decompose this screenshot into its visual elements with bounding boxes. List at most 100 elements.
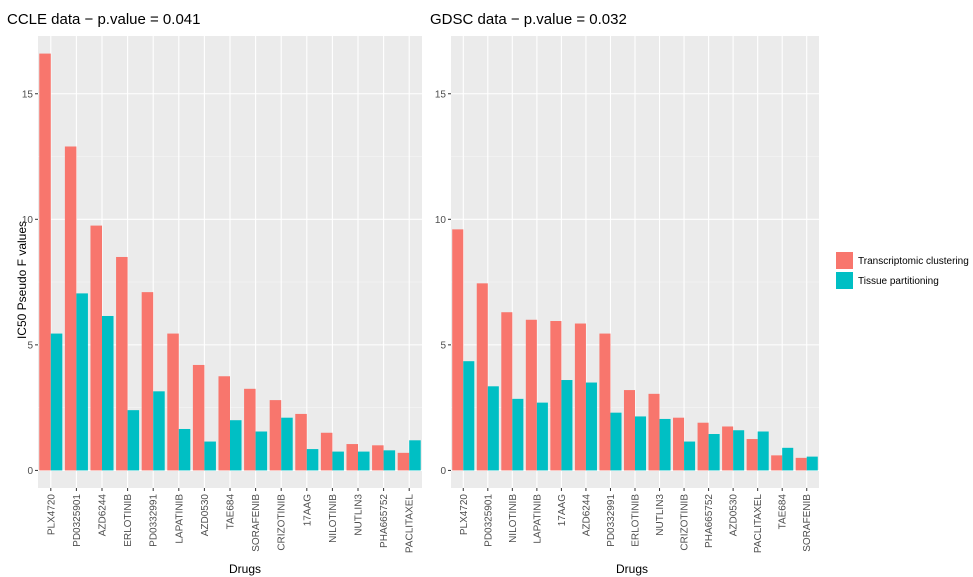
ccle-bar-lapatinib-transcriptomic-clustering bbox=[167, 333, 179, 471]
ccle-y-tick-label: 5 bbox=[27, 340, 33, 351]
gdsc-bar-sorafenib-tissue-partitioning bbox=[806, 456, 818, 471]
ccle-bar-paclitaxel-transcriptomic-clustering bbox=[397, 452, 410, 471]
gdsc-bar-17aag-transcriptomic-clustering bbox=[550, 321, 562, 471]
ccle-bar-nutlin3-transcriptomic-clustering bbox=[346, 444, 358, 471]
gdsc-x-tick-label-lapatinib: LAPATINIB bbox=[532, 494, 543, 544]
gdsc-x-tick-label-pd0325901: PD0325901 bbox=[483, 494, 494, 547]
ccle-bar-crizotinib-tissue-partitioning bbox=[281, 417, 293, 471]
gdsc-x-tick-label-pd0332991: PD0332991 bbox=[606, 494, 617, 547]
ccle-bar-pd0332991-transcriptomic-clustering bbox=[141, 292, 154, 471]
ccle-x-tick-label-erlotinib: ERLOTINIB bbox=[123, 494, 134, 547]
ccle-bar-crizotinib-transcriptomic-clustering bbox=[269, 400, 282, 471]
gdsc-bar-sorafenib-transcriptomic-clustering bbox=[795, 457, 807, 471]
ccle-x-axis-label: Drugs bbox=[229, 562, 261, 576]
ccle-x-tick-label-nutlin3: NUTLIN3 bbox=[354, 494, 365, 536]
gdsc-bar-paclitaxel-tissue-partitioning bbox=[757, 431, 769, 471]
gdsc-bar-plx4720-tissue-partitioning bbox=[463, 361, 475, 471]
gdsc-y-tick-label: 15 bbox=[435, 89, 447, 100]
ccle-bar-nilotinib-tissue-partitioning bbox=[332, 451, 344, 471]
ccle-bar-tae684-tissue-partitioning bbox=[230, 420, 242, 471]
gdsc-x-tick-label-nutlin3: NUTLIN3 bbox=[655, 494, 666, 536]
gdsc-bar-lapatinib-transcriptomic-clustering bbox=[525, 319, 537, 471]
ccle-bar-azd6244-tissue-partitioning bbox=[102, 315, 114, 471]
gdsc-bar-pd0325901-transcriptomic-clustering bbox=[476, 283, 488, 471]
ccle-bar-pd0325901-transcriptomic-clustering bbox=[64, 146, 77, 471]
ccle-bar-erlotinib-transcriptomic-clustering bbox=[116, 256, 128, 471]
gdsc-x-tick-label-azd0530: AZD0530 bbox=[729, 494, 740, 537]
ccle-x-tick-label-plx4720: PLX4720 bbox=[46, 494, 57, 536]
gdsc-x-axis-label: Drugs bbox=[616, 562, 648, 576]
ccle-bar-tae684-transcriptomic-clustering bbox=[218, 376, 230, 471]
ccle-bar-pha665752-tissue-partitioning bbox=[383, 450, 396, 471]
gdsc-y-tick-label: 0 bbox=[440, 466, 446, 477]
gdsc-bar-paclitaxel-transcriptomic-clustering bbox=[746, 439, 758, 471]
ccle-bar-pd0325901-tissue-partitioning bbox=[76, 293, 88, 471]
ccle-bar-plx4720-transcriptomic-clustering bbox=[39, 53, 51, 471]
ccle-bar-17aag-transcriptomic-clustering bbox=[295, 413, 307, 471]
ccle-bar-erlotinib-tissue-partitioning bbox=[127, 410, 140, 471]
ccle-y-tick-label: 15 bbox=[22, 89, 34, 100]
gdsc-bar-azd0530-transcriptomic-clustering bbox=[722, 426, 734, 471]
gdsc-bar-crizotinib-transcriptomic-clustering bbox=[673, 417, 685, 471]
gdsc-x-tick-label-paclitaxel: PACLITAXEL bbox=[753, 494, 764, 554]
ccle-bar-17aag-tissue-partitioning bbox=[306, 449, 319, 471]
ccle-bar-pha665752-transcriptomic-clustering bbox=[372, 445, 384, 471]
ccle-bar-plx4720-tissue-partitioning bbox=[50, 333, 63, 471]
ccle-x-tick-label-azd0530: AZD0530 bbox=[200, 494, 211, 537]
ccle-x-tick-label-nilotinib: NILOTINIB bbox=[328, 494, 339, 543]
gdsc-bar-nilotinib-tissue-partitioning bbox=[512, 398, 524, 471]
ccle-bar-sorafenib-tissue-partitioning bbox=[255, 431, 268, 471]
gdsc-bar-nutlin3-transcriptomic-clustering bbox=[648, 393, 660, 471]
ccle-bar-nutlin3-tissue-partitioning bbox=[358, 451, 370, 471]
legend-swatch-transcriptomic-clustering bbox=[836, 252, 853, 269]
gdsc-x-tick-label-crizotinib: CRIZOTINIB bbox=[680, 494, 691, 551]
ccle-panel: CCLE data − p.value = 0.041 IC50 Pseudo … bbox=[7, 11, 422, 576]
ccle-bar-azd6244-transcriptomic-clustering bbox=[90, 225, 102, 471]
gdsc-bar-azd6244-tissue-partitioning bbox=[585, 382, 597, 471]
gdsc-bar-pd0332991-transcriptomic-clustering bbox=[599, 333, 611, 471]
gdsc-bar-lapatinib-tissue-partitioning bbox=[536, 402, 548, 471]
ccle-x-tick-label-pd0325901: PD0325901 bbox=[72, 494, 83, 547]
gdsc-bar-pd0325901-tissue-partitioning bbox=[487, 386, 499, 471]
gdsc-x-tick-label-tae684: TAE684 bbox=[778, 494, 789, 530]
ccle-bar-sorafenib-transcriptomic-clustering bbox=[244, 388, 256, 471]
gdsc-y-tick-label: 5 bbox=[440, 340, 446, 351]
ccle-bar-paclitaxel-tissue-partitioning bbox=[409, 440, 421, 471]
gdsc-panel: GDSC data − p.value = 0.032 Drugs 0 5 10 15… bbox=[430, 11, 819, 576]
ccle-bar-nilotinib-transcriptomic-clustering bbox=[320, 432, 333, 471]
gdsc-bar-pha665752-transcriptomic-clustering bbox=[697, 422, 709, 471]
gdsc-bar-erlotinib-tissue-partitioning bbox=[635, 416, 647, 471]
ccle-x-tick-label-azd6244: AZD6244 bbox=[98, 494, 109, 537]
gdsc-y-tick-label: 10 bbox=[435, 215, 447, 226]
gdsc-chart-title: GDSC data − p.value = 0.032 bbox=[430, 11, 627, 28]
ccle-chart-title: CCLE data − p.value = 0.041 bbox=[7, 11, 200, 28]
ccle-y-axis-label: IC50 Pseudo F values bbox=[15, 221, 29, 339]
gdsc-x-tick-label-azd6244: AZD6244 bbox=[581, 494, 592, 537]
gdsc-x-tick-label-nilotinib: NILOTINIB bbox=[508, 494, 519, 543]
gdsc-bar-crizotinib-tissue-partitioning bbox=[684, 441, 696, 471]
legend: Transcriptomic clustering Tissue partiti… bbox=[836, 252, 969, 289]
ccle-x-tick-label-pd0332991: PD0332991 bbox=[149, 494, 160, 547]
ccle-y-tick-label: 10 bbox=[22, 215, 34, 226]
gdsc-bar-azd0530-tissue-partitioning bbox=[733, 430, 745, 471]
ccle-bar-azd0530-tissue-partitioning bbox=[204, 441, 216, 471]
ccle-bar-azd0530-transcriptomic-clustering bbox=[192, 364, 205, 471]
gdsc-x-tick-label-17aag: 17AAG bbox=[557, 494, 568, 526]
gdsc-x-tick-label-plx4720: PLX4720 bbox=[459, 494, 470, 536]
gdsc-bar-nilotinib-transcriptomic-clustering bbox=[501, 312, 513, 471]
ccle-bar-pd0332991-tissue-partitioning bbox=[153, 391, 165, 471]
legend-label-tissue-partitioning: Tissue partitioning bbox=[858, 276, 939, 287]
ccle-x-tick-label-paclitaxel: PACLITAXEL bbox=[405, 494, 416, 554]
ccle-x-tick-label-pha665752: PHA665752 bbox=[379, 494, 390, 548]
ccle-bar-lapatinib-tissue-partitioning bbox=[178, 428, 191, 471]
gdsc-x-tick-label-sorafenib: SORAFENIB bbox=[802, 494, 813, 552]
gdsc-bar-pd0332991-tissue-partitioning bbox=[610, 412, 622, 471]
gdsc-bar-tae684-transcriptomic-clustering bbox=[771, 455, 783, 471]
gdsc-bar-tae684-tissue-partitioning bbox=[782, 447, 794, 471]
gdsc-bar-nutlin3-tissue-partitioning bbox=[659, 418, 671, 471]
ccle-x-tick-label-tae684: TAE684 bbox=[226, 494, 237, 530]
ccle-x-tick-label-crizotinib: CRIZOTINIB bbox=[277, 494, 288, 551]
legend-label-transcriptomic-clustering: Transcriptomic clustering bbox=[858, 256, 969, 267]
gdsc-bar-plx4720-transcriptomic-clustering bbox=[452, 229, 464, 471]
